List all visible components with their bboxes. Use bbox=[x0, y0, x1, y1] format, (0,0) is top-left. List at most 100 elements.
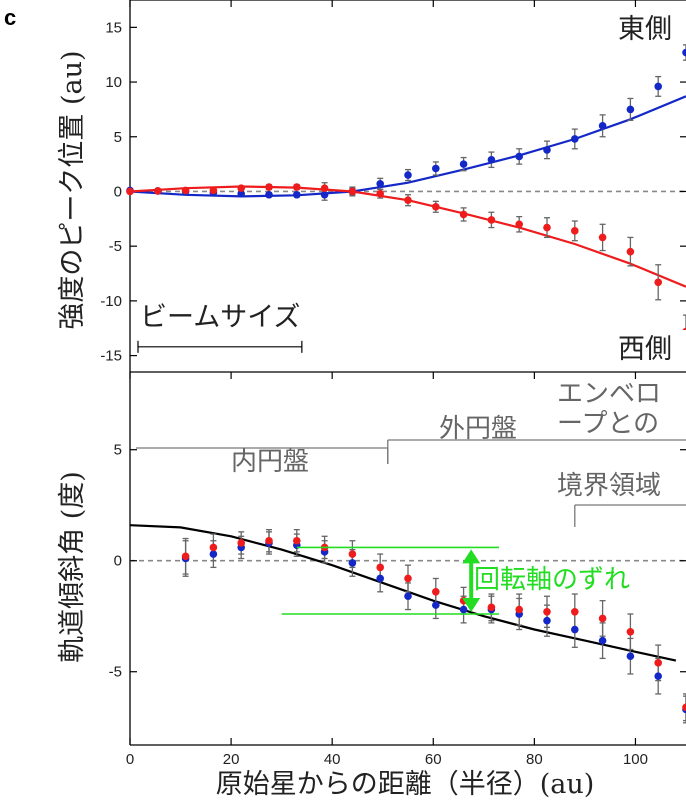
red-data-point bbox=[598, 233, 607, 242]
blue-data-point bbox=[571, 135, 579, 143]
blue-data-point bbox=[376, 574, 385, 583]
red-data-point bbox=[126, 187, 134, 196]
red-data-point bbox=[404, 196, 412, 205]
bottom-y-axis-label: 軌道傾斜角 (度) bbox=[57, 471, 88, 663]
x-tick-label: 100 bbox=[623, 751, 648, 768]
red-data-point bbox=[237, 184, 245, 192]
x-tick-label: 60 bbox=[425, 751, 442, 768]
red-data-point bbox=[376, 189, 385, 198]
misalignment-label: 回転軸のずれ bbox=[474, 565, 630, 595]
blue-data-point bbox=[626, 652, 635, 660]
blue-data-point bbox=[376, 180, 385, 188]
x-axis-label: 原始星からの距離（半径）(au) bbox=[216, 769, 595, 800]
blue-data-point bbox=[404, 171, 412, 179]
envelope-label-line3: 境界領域 bbox=[557, 471, 661, 501]
red-data-point bbox=[181, 186, 190, 195]
outer-disk-label: 外円盤 bbox=[439, 414, 517, 444]
y-tick-label: 5 bbox=[114, 129, 122, 146]
blue-data-point bbox=[432, 601, 440, 609]
x-tick-label: 0 bbox=[126, 751, 134, 768]
x-tick-label: 80 bbox=[526, 751, 543, 768]
y-tick-label: -5 bbox=[109, 664, 122, 681]
x-tick-label: 40 bbox=[324, 751, 341, 768]
red-data-point bbox=[571, 607, 579, 616]
misalignment-arrow-head-down bbox=[462, 598, 481, 613]
red-data-point bbox=[376, 563, 385, 572]
y-tick-label: -10 bbox=[100, 293, 122, 310]
blue-data-point bbox=[265, 190, 273, 199]
blue-data-point bbox=[209, 550, 218, 558]
red-data-point bbox=[682, 703, 686, 712]
blue-data-point bbox=[598, 636, 607, 645]
red-data-point bbox=[181, 552, 190, 561]
red-data-point bbox=[598, 614, 607, 623]
red-data-point bbox=[293, 183, 301, 191]
east-fit-line bbox=[129, 95, 686, 198]
y-tick-label: -5 bbox=[109, 238, 122, 255]
red-data-point bbox=[432, 202, 440, 211]
red-data-point bbox=[543, 223, 551, 232]
red-data-point bbox=[320, 184, 329, 192]
west-label-bg bbox=[606, 330, 686, 364]
red-data-point bbox=[515, 220, 523, 229]
blue-data-point bbox=[404, 592, 412, 601]
blue-data-point bbox=[682, 48, 686, 57]
red-data-point bbox=[626, 247, 635, 256]
y-tick-label: -15 bbox=[100, 348, 122, 365]
blue-data-point bbox=[237, 189, 245, 198]
blue-data-point bbox=[348, 559, 357, 567]
envelope-label-line2: ープとの bbox=[557, 409, 659, 439]
blue-data-point bbox=[598, 122, 607, 130]
blue-data-point bbox=[626, 105, 635, 114]
envelope-label-line1: エンベロ bbox=[557, 379, 661, 409]
red-data-point bbox=[265, 536, 273, 545]
blue-data-point bbox=[654, 672, 662, 680]
red-data-point bbox=[543, 607, 551, 616]
blue-data-point bbox=[320, 190, 329, 199]
top-y-axis-label: 強度のピーク位置 (au) bbox=[57, 50, 88, 329]
y-tick-label: 0 bbox=[114, 183, 122, 200]
red-data-point bbox=[348, 550, 357, 558]
blue-data-point bbox=[293, 190, 301, 199]
east-label: 東側 bbox=[618, 14, 672, 45]
panel-label: c bbox=[4, 5, 16, 30]
blue-data-point bbox=[515, 152, 523, 161]
y-tick-label: 10 bbox=[105, 74, 122, 91]
blue-data-point bbox=[654, 82, 662, 91]
misalignment-arrow-head-up bbox=[462, 549, 481, 564]
y-tick-label: 5 bbox=[114, 442, 122, 459]
red-data-point bbox=[404, 574, 412, 583]
red-data-point bbox=[487, 216, 496, 224]
blue-data-point bbox=[432, 164, 440, 173]
red-data-point bbox=[571, 227, 579, 235]
red-data-point bbox=[654, 278, 662, 287]
red-data-point bbox=[209, 186, 218, 195]
blue-data-point bbox=[543, 616, 551, 625]
red-data-point bbox=[487, 603, 496, 612]
blue-data-point bbox=[459, 605, 468, 614]
y-tick-label: 0 bbox=[114, 553, 122, 570]
red-data-point bbox=[348, 187, 357, 196]
red-data-point bbox=[154, 187, 162, 195]
red-data-point bbox=[209, 543, 218, 552]
red-data-point bbox=[515, 605, 523, 614]
y-tick-label: 15 bbox=[105, 19, 122, 36]
red-data-point bbox=[459, 210, 468, 219]
red-data-point bbox=[432, 588, 440, 596]
x-tick-label: 20 bbox=[223, 751, 240, 768]
red-data-point bbox=[626, 627, 635, 636]
blue-data-point bbox=[487, 155, 496, 164]
red-data-point bbox=[654, 659, 662, 667]
red-data-point bbox=[237, 539, 245, 547]
east-label-bg bbox=[606, 12, 686, 44]
blue-data-point bbox=[543, 146, 551, 154]
beam-size-label: ビームサイズ bbox=[140, 302, 300, 333]
blue-data-point bbox=[571, 625, 579, 634]
red-data-point bbox=[293, 536, 301, 545]
west-label: 西側 bbox=[618, 334, 672, 365]
red-data-point bbox=[265, 183, 273, 191]
inner-disk-label: 内円盤 bbox=[231, 447, 309, 477]
